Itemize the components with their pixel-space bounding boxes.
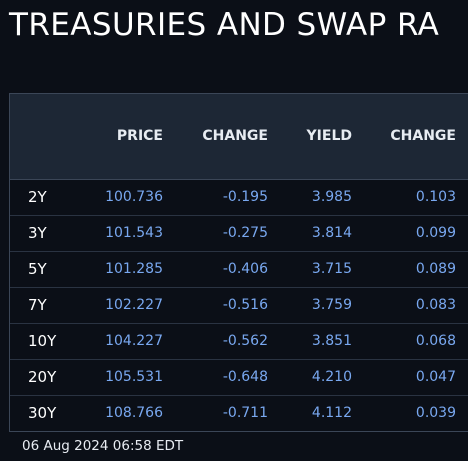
price-change-value: -0.648 (222, 369, 268, 385)
price-change-value: -0.711 (222, 405, 268, 421)
tenor-label: 3Y (28, 224, 47, 242)
table-body: 2Y 100.736 -0.195 3.985 0.103 3Y 101.543… (10, 180, 468, 431)
tenor-label: 30Y (28, 404, 57, 422)
treasuries-table: PRICE CHANGE YIELD CHANGE 2Y 100.736 -0.… (9, 93, 468, 432)
column-header-price[interactable]: PRICE (116, 128, 163, 144)
price-value: 101.285 (105, 261, 163, 277)
tenor-label: 5Y (28, 260, 47, 278)
table-row[interactable]: 5Y 101.285 -0.406 3.715 0.089 (10, 252, 468, 288)
table-row[interactable]: 10Y 104.227 -0.562 3.851 0.068 (10, 324, 468, 360)
column-header-price-change[interactable]: CHANGE (202, 128, 268, 144)
price-change-value: -0.406 (222, 261, 268, 277)
table-row[interactable]: 7Y 102.227 -0.516 3.759 0.083 (10, 288, 468, 324)
last-updated-timestamp: 06 Aug 2024 06:58 EDT (22, 438, 184, 454)
yield-change-value: 0.039 (415, 405, 456, 421)
price-value: 102.227 (105, 297, 163, 313)
price-value: 105.531 (105, 369, 163, 385)
table-row[interactable]: 3Y 101.543 -0.275 3.814 0.099 (10, 216, 468, 252)
tenor-label: 2Y (28, 188, 47, 206)
price-value: 108.766 (105, 405, 163, 421)
yield-change-value: 0.068 (415, 333, 456, 349)
column-header-yield[interactable]: YIELD (306, 128, 352, 144)
tenor-label: 10Y (28, 332, 57, 350)
price-change-value: -0.195 (222, 189, 268, 205)
yield-value: 3.759 (311, 297, 352, 313)
price-value: 100.736 (105, 189, 163, 205)
price-value: 104.227 (105, 333, 163, 349)
column-header-yield-change[interactable]: CHANGE (390, 128, 456, 144)
tenor-label: 7Y (28, 296, 47, 314)
price-change-value: -0.275 (222, 225, 268, 241)
price-value: 101.543 (105, 225, 163, 241)
price-change-value: -0.516 (222, 297, 268, 313)
table-row[interactable]: 20Y 105.531 -0.648 4.210 0.047 (10, 360, 468, 396)
table-row[interactable]: 2Y 100.736 -0.195 3.985 0.103 (10, 180, 468, 216)
yield-value: 3.814 (311, 225, 352, 241)
yield-change-value: 0.047 (415, 369, 456, 385)
table-row[interactable]: 30Y 108.766 -0.711 4.112 0.039 (10, 396, 468, 431)
yield-change-value: 0.103 (415, 189, 456, 205)
price-change-value: -0.562 (222, 333, 268, 349)
yield-change-value: 0.099 (415, 225, 456, 241)
page-title: TREASURIES AND SWAP RA (9, 7, 440, 43)
yield-value: 4.210 (311, 369, 352, 385)
table-header: PRICE CHANGE YIELD CHANGE (10, 94, 468, 180)
yield-value: 3.715 (311, 261, 352, 277)
yield-value: 3.851 (311, 333, 352, 349)
tenor-label: 20Y (28, 368, 57, 386)
yield-value: 3.985 (311, 189, 352, 205)
yield-value: 4.112 (311, 405, 352, 421)
yield-change-value: 0.089 (415, 261, 456, 277)
yield-change-value: 0.083 (415, 297, 456, 313)
